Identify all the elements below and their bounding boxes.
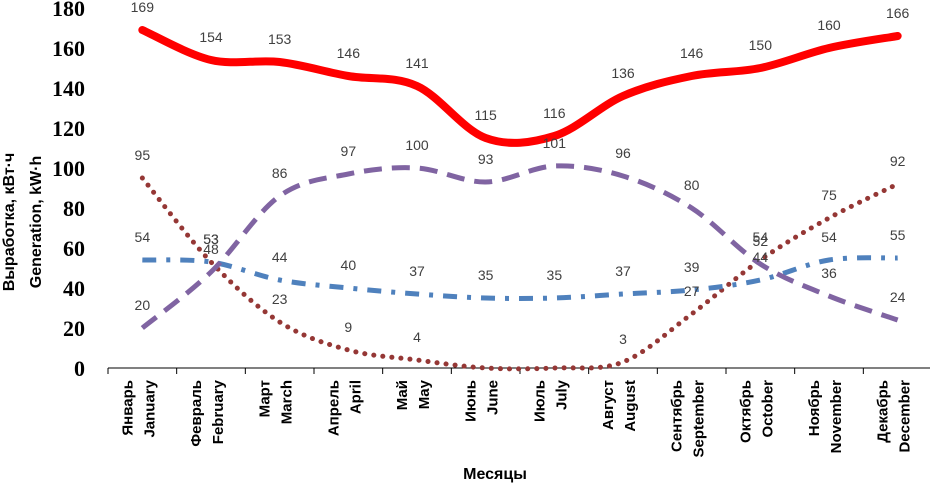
x-tick-label-en: May [416,379,433,409]
x-tick-label-en: November [828,380,845,454]
y-tick-label: 160 [52,36,85,61]
y-axis-ticks: 0 20 40 60 80 100 120 140 160 180 [52,0,85,381]
data-label: 44 [753,249,769,265]
series-lines [138,26,902,372]
x-tick-label-en: December [897,380,914,453]
data-label: 115 [475,107,498,123]
data-label: 54 [821,229,837,245]
x-tick-label-en: January [141,379,158,437]
data-label: 97 [341,143,357,159]
series-line-dashdot [142,255,898,301]
data-label: 146 [680,45,704,61]
y-axis-label: Выработка, кВт·ч Generation, kW·h [1,153,45,292]
x-tick-label-en: July [553,379,570,410]
data-label: 40 [341,257,357,273]
data-label: 75 [821,187,837,203]
data-label: 53 [203,231,219,247]
data-label: 100 [405,137,429,153]
x-tick-label-ru: Сентябрь [669,380,686,452]
data-label: 35 [547,267,563,283]
y-tick-label: 180 [52,0,85,21]
y-tick-label: 120 [52,116,85,141]
x-tick-label-en: August [622,380,639,432]
x-tick-label-en: February [210,379,227,444]
y-tick-label: 100 [52,156,85,181]
x-tick-label-ru: Ноябрь [806,380,823,436]
data-label: 166 [886,5,910,21]
data-label: 136 [611,65,635,81]
series-line-dashed [140,163,899,330]
data-label: 141 [405,55,429,71]
data-label: 48 [203,241,219,257]
y-tick-label: 40 [63,276,85,301]
data-label: 52 [753,233,769,249]
data-label: 80 [684,177,700,193]
data-label: 169 [131,0,155,15]
data-label: 36 [821,265,837,281]
data-label: 153 [268,31,292,47]
data-label: 20 [135,297,151,313]
data-label: 44 [272,249,288,265]
data-label: 53 [203,231,219,247]
series-line-solid [138,26,902,147]
x-tick-label-ru: Август [600,380,617,430]
y-tick-label: 0 [74,356,85,381]
data-label: 146 [337,45,361,61]
data-label: 4 [413,329,421,345]
y-tick-label: 20 [63,316,85,341]
data-label: 37 [615,263,631,279]
data-label: 55 [890,227,906,243]
x-tick-label-en: September [691,380,708,458]
data-label: 154 [199,29,223,45]
y-tick-label: 80 [63,196,85,221]
data-label: 23 [272,291,288,307]
data-label: 116 [543,105,566,121]
x-tick-label-en: October [759,380,776,438]
x-tick-label-ru: Декабрь [875,380,892,443]
data-label: 54 [135,229,151,245]
x-tick-label-ru: Май [394,380,411,410]
x-tick-label-ru: Март [257,380,274,417]
data-label: 150 [749,37,773,53]
y-axis-label-en: Generation, kW·h [28,156,45,288]
x-tick-label-ru: Апрель [325,380,342,436]
y-tick-label: 140 [52,76,85,101]
x-tick-label-en: April [347,380,364,414]
y-tick-label: 60 [63,236,85,261]
data-label: 27 [684,283,700,299]
data-label: 3 [619,331,627,347]
data-label: 96 [615,145,631,161]
data-label: 101 [543,135,567,151]
data-label: 39 [684,259,700,275]
series-line-dotted [139,175,901,372]
data-label: 95 [135,147,151,163]
x-tick-label-ru: Июнь [463,380,480,422]
data-label: 35 [478,267,494,283]
data-label: 54 [753,229,769,245]
x-tick-label-ru: Февраль [188,380,205,447]
x-tick-label-ru: Январь [119,380,136,436]
data-label: 92 [890,153,906,169]
data-label: 9 [344,319,352,335]
x-tick-label-ru: Июль [531,380,548,422]
data-label: 24 [890,289,906,305]
data-label: 86 [272,165,288,181]
x-axis-ticks: Январь January Февраль February Март March Апр… [119,379,913,457]
x-tick-label-en: June [485,380,502,415]
data-label: 160 [817,17,841,33]
y-axis-label-ru: Выработка, кВт·ч [1,153,18,292]
x-axis-label: Месяцы [463,466,527,483]
x-tick-label-ru: Октябрь [737,380,754,443]
x-tick-label-en: March [279,380,296,424]
data-label: 37 [409,263,425,279]
data-label: 93 [478,151,494,167]
